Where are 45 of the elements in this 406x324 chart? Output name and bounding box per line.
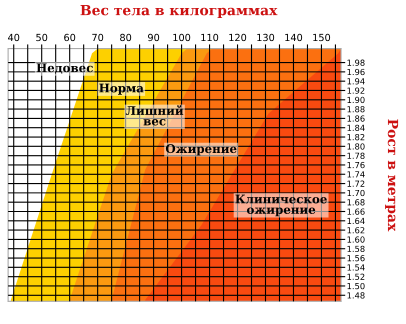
annotation: Лишний вес xyxy=(126,105,184,126)
x-tick-label: 70 xyxy=(92,34,104,42)
y-tick-label: 1.58 xyxy=(348,246,365,252)
y-tick-label: 1.60 xyxy=(348,236,365,243)
y-tick-label: 1.48 xyxy=(348,292,365,299)
x-tick-label: 120 xyxy=(229,34,246,42)
y-tick-label: 1.92 xyxy=(348,87,364,94)
annotation: Норма xyxy=(99,84,144,95)
y-tick-label: 1.72 xyxy=(348,180,364,187)
y-tick-label: 1.80 xyxy=(348,143,365,150)
x-tick-label: 80 xyxy=(120,34,132,42)
y-tick-label: 1.86 xyxy=(348,115,365,122)
y-tick-label: 1.70 xyxy=(348,190,365,196)
x-tick-label: 100 xyxy=(173,34,190,42)
y-tick-label: 1.82 xyxy=(348,134,364,140)
x-tick-label: 50 xyxy=(36,34,48,42)
y-tick-label: 1.90 xyxy=(348,96,365,104)
y-tick-label: 1.98 xyxy=(348,60,365,66)
y-tick-label: 1.76 xyxy=(348,162,365,168)
x-tick-label: 130 xyxy=(257,34,274,42)
y-tick-label: 1.88 xyxy=(348,106,365,112)
y-tick-label: 1.94 xyxy=(348,78,365,84)
y-tick-label: 1.56 xyxy=(348,255,365,262)
y-tick-label: 1.78 xyxy=(348,152,365,159)
x-tick-label: 110 xyxy=(201,34,218,42)
y-axis-title: Рост в метрах xyxy=(385,119,398,232)
y-tick-label: 1.66 xyxy=(348,208,365,215)
x-tick-label: 140 xyxy=(285,34,302,42)
x-tick-label: 150 xyxy=(313,34,330,42)
x-tick-label: 40 xyxy=(8,34,20,42)
annotation: Клиническое ожирение xyxy=(235,194,327,216)
y-tick-label: 1.50 xyxy=(348,282,365,290)
annotation: Недовес xyxy=(36,63,93,74)
y-tick-label: 1.52 xyxy=(348,274,364,280)
y-tick-label: 1.84 xyxy=(348,124,365,132)
x-tick-label: 90 xyxy=(148,34,160,42)
y-tick-label: 1.68 xyxy=(348,199,365,206)
y-tick-label: 1.62 xyxy=(348,227,364,234)
y-tick-label: 1.64 xyxy=(348,218,365,224)
chart-title: Вес тела в килограммах xyxy=(80,5,278,18)
y-tick-label: 1.96 xyxy=(348,68,365,76)
y-tick-label: 1.54 xyxy=(348,264,365,271)
annotation: Ожирение xyxy=(166,144,236,156)
x-tick-label: 60 xyxy=(64,34,76,42)
y-tick-label: 1.74 xyxy=(348,171,365,178)
